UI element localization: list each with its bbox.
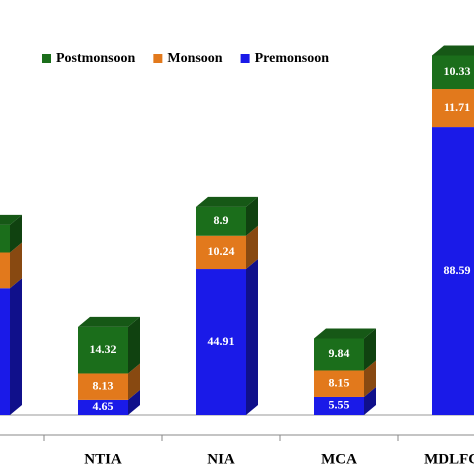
bar-segment bbox=[196, 269, 246, 415]
legend-label: Postmonsoon bbox=[56, 51, 136, 66]
bar-top bbox=[314, 328, 376, 339]
bar-segment bbox=[78, 373, 128, 400]
legend-swatch bbox=[240, 54, 250, 63]
legend-label: Monsoon bbox=[167, 51, 222, 66]
value-label: 8.9 bbox=[214, 213, 229, 227]
x-tick-label: NTIA bbox=[84, 451, 122, 467]
bar-segment bbox=[0, 252, 10, 289]
bar-side bbox=[246, 196, 258, 236]
value-label: 44.91 bbox=[208, 334, 235, 348]
bar-side bbox=[246, 225, 258, 270]
bar-segment bbox=[78, 326, 128, 374]
bar-side bbox=[246, 259, 258, 415]
bar-segment bbox=[0, 288, 10, 415]
bar-top bbox=[196, 196, 258, 207]
bar-side bbox=[10, 214, 22, 253]
bar-segment bbox=[314, 370, 364, 397]
value-label: 88.59 bbox=[444, 263, 471, 277]
value-label: 10.24 bbox=[208, 244, 235, 258]
bar-side bbox=[128, 316, 140, 374]
bar-side bbox=[364, 328, 376, 371]
value-label: 8.13 bbox=[93, 378, 114, 392]
bar-top bbox=[432, 45, 474, 56]
bar-segment bbox=[314, 338, 364, 371]
bar-segment bbox=[314, 396, 364, 415]
bar-side bbox=[128, 389, 140, 415]
bar-side bbox=[364, 360, 376, 397]
bar-segment bbox=[78, 399, 128, 415]
value-label: 9.84 bbox=[329, 346, 350, 360]
bar-segment bbox=[432, 127, 474, 416]
bar-segment bbox=[196, 206, 246, 236]
x-tick-label: NIA bbox=[207, 451, 235, 467]
legend-swatch bbox=[153, 54, 163, 63]
bar-side bbox=[10, 242, 22, 289]
value-label: 5.55 bbox=[329, 398, 350, 412]
x-tick-label: MCA bbox=[321, 451, 357, 467]
bar-top bbox=[0, 214, 22, 225]
bar-segment bbox=[196, 235, 246, 270]
value-label: 11.71 bbox=[444, 100, 470, 114]
bar-segment bbox=[0, 224, 10, 253]
bar-side bbox=[10, 278, 22, 415]
value-label: 14.32 bbox=[90, 342, 117, 356]
value-label: 10.33 bbox=[444, 64, 471, 78]
bar-segment bbox=[432, 55, 474, 90]
legend-label: Premonsoon bbox=[255, 51, 330, 66]
legend-swatch bbox=[42, 54, 51, 63]
bar-segment bbox=[432, 89, 474, 128]
bar-side bbox=[364, 386, 376, 415]
value-label: 4.65 bbox=[93, 399, 114, 413]
bar-top bbox=[78, 316, 140, 327]
value-label: 8.15 bbox=[329, 375, 350, 389]
bar-side bbox=[128, 363, 140, 400]
x-tick-label: MDLFCA bbox=[424, 451, 474, 467]
